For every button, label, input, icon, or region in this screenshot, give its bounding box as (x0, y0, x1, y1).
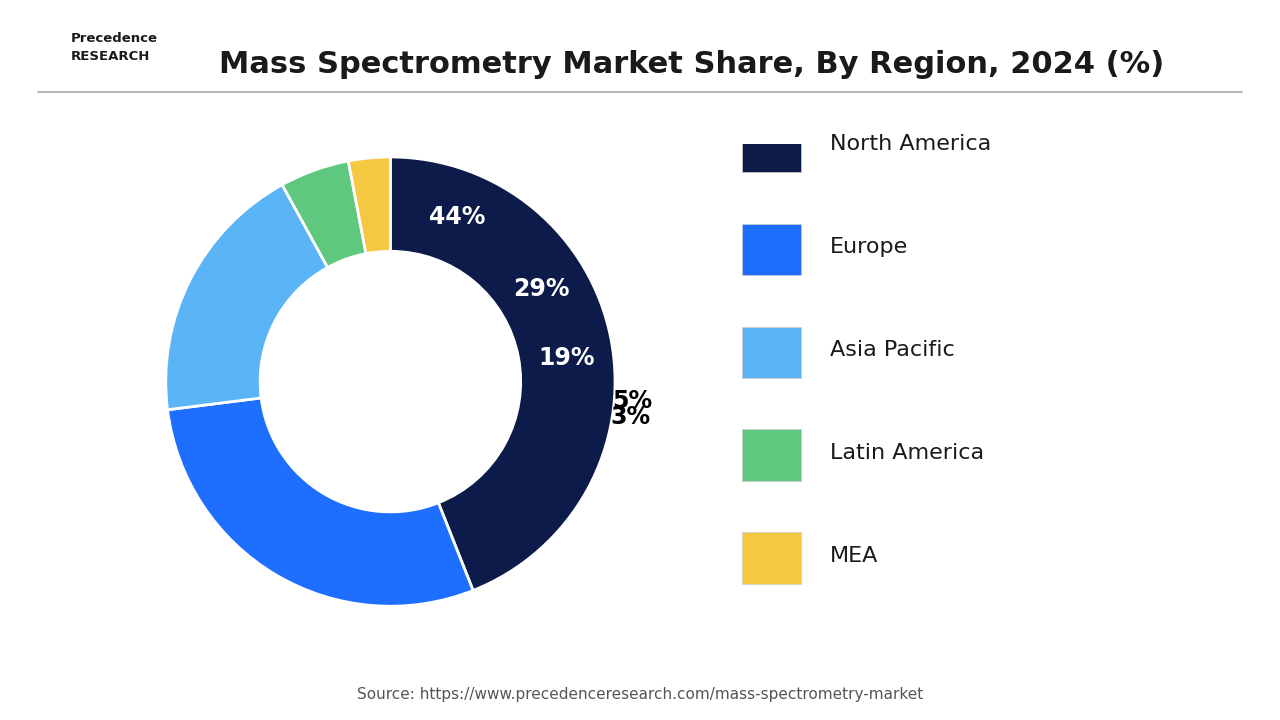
FancyBboxPatch shape (742, 326, 801, 378)
FancyBboxPatch shape (742, 429, 801, 481)
Text: Precedence
RESEARCH: Precedence RESEARCH (70, 32, 157, 63)
Text: Mass Spectrometry Market Share, By Region, 2024 (%): Mass Spectrometry Market Share, By Regio… (219, 50, 1164, 79)
Text: Asia Pacific: Asia Pacific (829, 340, 955, 360)
Text: 29%: 29% (513, 277, 570, 301)
Wedge shape (390, 157, 614, 590)
FancyBboxPatch shape (742, 120, 801, 172)
Text: 3%: 3% (611, 405, 650, 429)
Text: Source: https://www.precedenceresearch.com/mass-spectrometry-market: Source: https://www.precedenceresearch.c… (357, 687, 923, 702)
Text: MEA: MEA (829, 546, 878, 566)
Text: Europe: Europe (829, 237, 909, 257)
Text: Latin America: Latin America (829, 443, 984, 463)
Text: 44%: 44% (429, 205, 485, 229)
Wedge shape (166, 185, 328, 410)
Text: 5%: 5% (612, 389, 653, 413)
Wedge shape (168, 398, 474, 606)
Wedge shape (348, 157, 390, 253)
Wedge shape (282, 161, 366, 267)
Text: 19%: 19% (538, 346, 595, 370)
FancyBboxPatch shape (742, 223, 801, 275)
FancyBboxPatch shape (742, 533, 801, 584)
Text: P: P (54, 38, 64, 52)
Text: North America: North America (829, 134, 991, 154)
